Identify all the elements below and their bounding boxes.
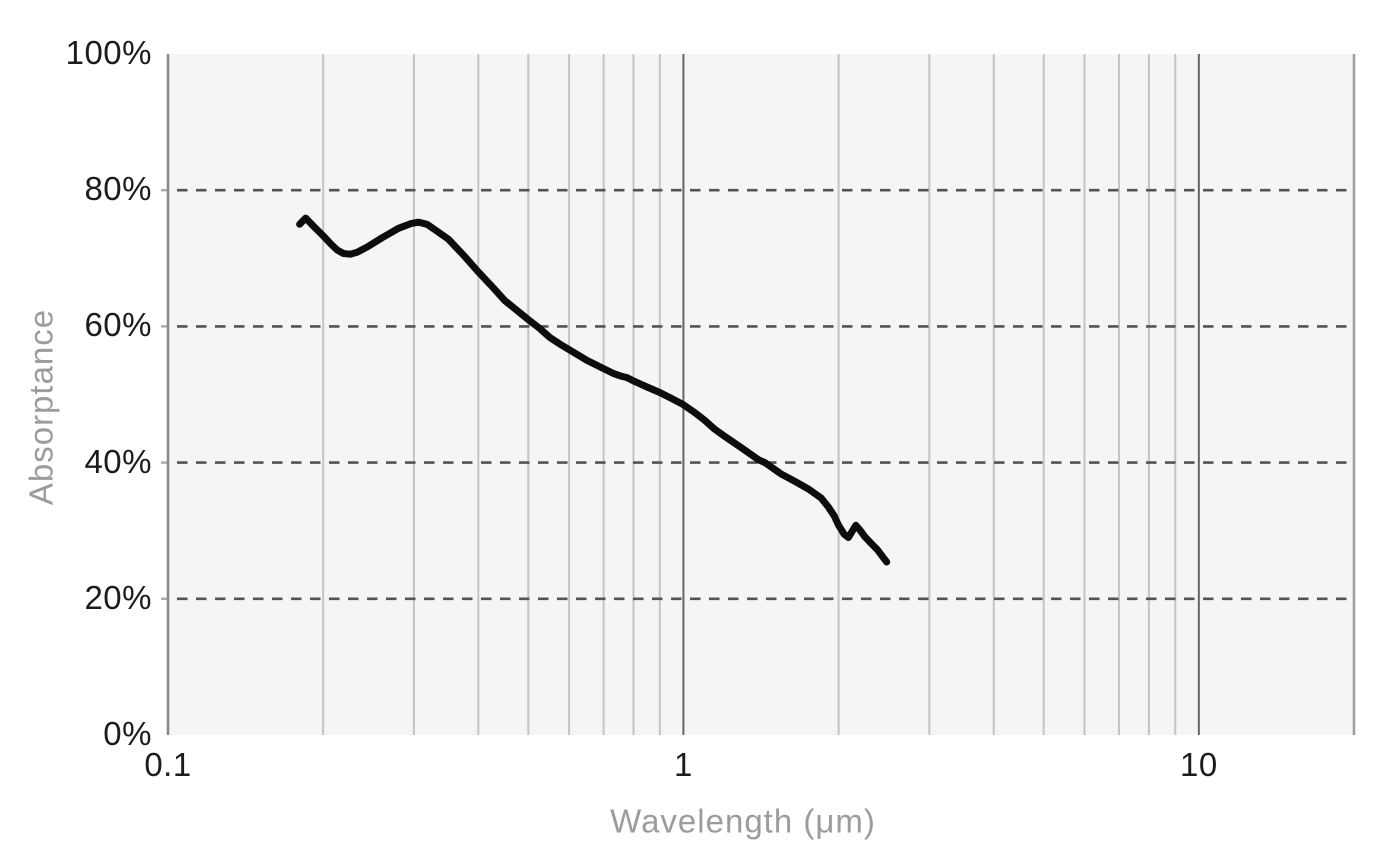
x-tick-label: 1 bbox=[673, 746, 693, 783]
x-axis-title: Wavelength (μm) bbox=[610, 802, 876, 840]
y-tick-label: 40% bbox=[84, 442, 152, 480]
y-tick-label: 80% bbox=[84, 170, 152, 208]
plot-background bbox=[168, 54, 1354, 735]
y-tick-label: 0% bbox=[103, 714, 152, 752]
absorptance-curve bbox=[296, 214, 891, 566]
x-tick-label: 10 bbox=[1179, 746, 1218, 783]
y-tick-label: 100% bbox=[65, 33, 152, 71]
x-tick-label: 0.1 bbox=[144, 746, 192, 783]
y-tick-label: 60% bbox=[84, 306, 152, 344]
y-tick-label: 20% bbox=[84, 578, 152, 616]
